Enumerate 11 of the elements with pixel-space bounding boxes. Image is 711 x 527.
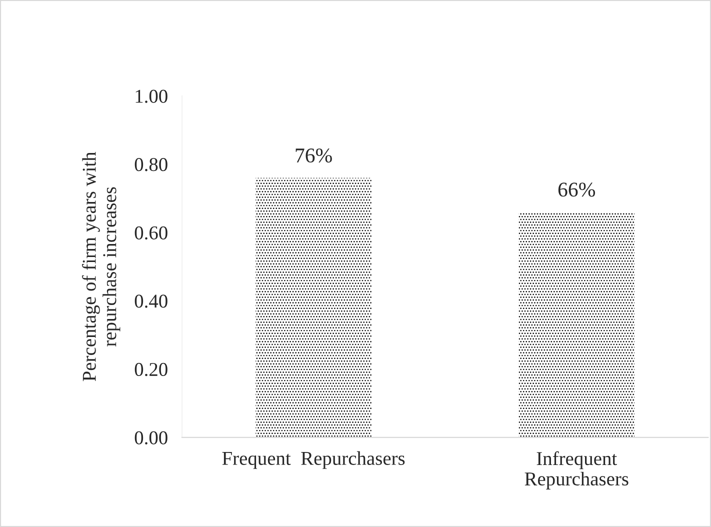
y-tick-label: 0.60	[134, 226, 168, 240]
y-tick-label: 0.80	[134, 158, 168, 172]
x-tick-label: Frequent Repurchasers	[222, 451, 405, 469]
y-tick-label: 0.00	[134, 431, 168, 444]
y-tick-label: 1.00	[136, 90, 168, 103]
x-tick-label: Infrequent Repurchasers	[524, 451, 628, 490]
text: 66%	[558, 182, 596, 197]
text: 76%	[296, 148, 332, 163]
y-tick-label: 0.40	[134, 294, 168, 308]
y-axis-title: Percentage of firm years with repurchase increases	[82, 152, 120, 382]
y-tick-label: 0.20	[134, 362, 168, 376]
